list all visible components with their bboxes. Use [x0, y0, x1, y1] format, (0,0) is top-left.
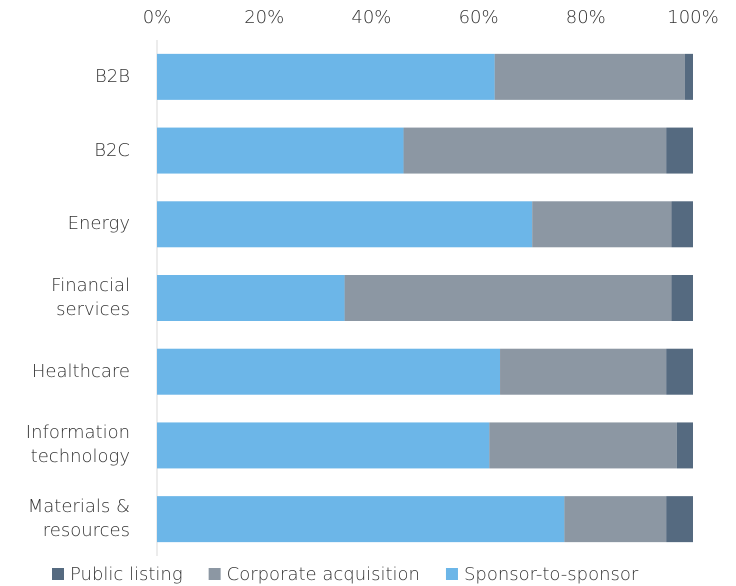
- bar-segment: [671, 201, 693, 248]
- bar-segment: [564, 496, 667, 543]
- bar-segment: [157, 127, 404, 174]
- bar-segment: [494, 53, 685, 100]
- bar-segment: [157, 348, 501, 395]
- legend-swatch: [445, 568, 458, 580]
- bar-segment: [666, 496, 693, 543]
- category-label: Information technology: [25, 422, 130, 468]
- category-label: Financial services: [51, 275, 130, 320]
- bar-segment: [676, 422, 693, 469]
- x-tick-label: 0%: [143, 7, 172, 28]
- x-tick-label: 60%: [459, 7, 499, 28]
- x-tick-label: 80%: [566, 7, 606, 28]
- bar-segment: [684, 53, 693, 100]
- bar-segment: [500, 348, 667, 395]
- bar-segment: [344, 275, 672, 321]
- bar-segment: [666, 348, 693, 395]
- x-tick-label: 20%: [244, 7, 284, 28]
- legend-label: Sponsor-to-sponsor: [464, 564, 639, 585]
- legend-swatch: [52, 568, 64, 580]
- legend-label: Corporate acquisition: [227, 564, 420, 585]
- category-label: B2C: [94, 139, 130, 161]
- bar-segment: [157, 53, 495, 100]
- legend-label: Public listing: [70, 564, 183, 585]
- bar-segment: [157, 275, 345, 321]
- bar-segment: [157, 496, 565, 543]
- bar-segment: [532, 201, 672, 248]
- bar-segment: [666, 127, 693, 174]
- bar-segment: [671, 275, 693, 321]
- x-tick-label: 40%: [351, 7, 391, 28]
- category-label: Materials & resources: [27, 496, 130, 542]
- category-label: Healthcare: [31, 360, 130, 382]
- bar-segment: [403, 127, 667, 174]
- category-label: Energy: [67, 213, 130, 235]
- bar-segment: [157, 201, 533, 248]
- legend-swatch: [208, 568, 221, 580]
- bar-segment: [489, 422, 677, 469]
- x-tick-label: 100%: [667, 7, 718, 28]
- category-label: B2B: [94, 65, 130, 87]
- bar-segment: [157, 422, 490, 469]
